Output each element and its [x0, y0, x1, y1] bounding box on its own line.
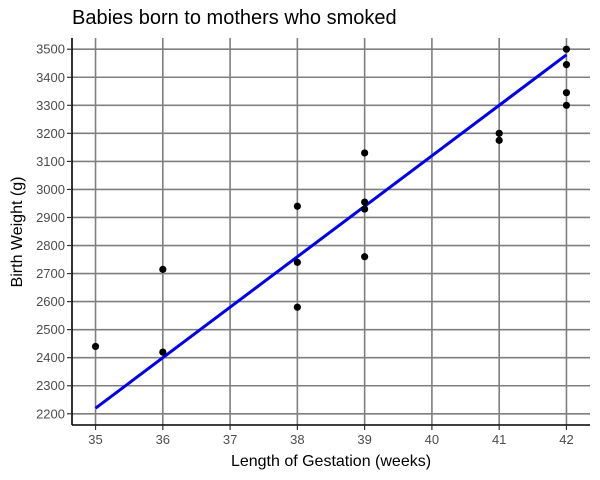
regression-line	[94, 53, 568, 410]
x-tick-label: 35	[88, 432, 102, 447]
data-point	[293, 303, 301, 311]
data-point	[159, 348, 167, 356]
data-point	[361, 198, 369, 206]
x-tick-labels: 35 36 37 38 39 40 41 42	[88, 425, 574, 447]
data-point	[293, 202, 301, 210]
y-tick-label: 2700	[36, 266, 65, 281]
x-tick-label: 42	[559, 432, 573, 447]
data-point	[562, 45, 571, 53]
x-tick-label: 41	[492, 432, 506, 447]
data-point	[495, 136, 503, 144]
axes	[71, 38, 590, 426]
data-point	[361, 253, 369, 261]
y-tick-label: 3100	[36, 154, 65, 169]
data-point	[361, 205, 369, 213]
y-tick-label: 2200	[36, 406, 65, 421]
y-tick-labels: 2200 2300 2400 2500 2600 2700 2800 2900 3000 3100…	[36, 42, 72, 421]
x-tick-label: 40	[425, 432, 439, 447]
data-point	[361, 149, 369, 157]
x-tick-label: 37	[223, 432, 237, 447]
fit-line-group	[94, 53, 568, 410]
y-tick-label: 3500	[36, 42, 65, 57]
data-point	[159, 265, 167, 273]
y-tick-label: 3000	[36, 182, 65, 197]
data-point	[495, 129, 503, 137]
y-tick-label: 2600	[36, 294, 65, 309]
y-tick-label: 3300	[36, 98, 65, 113]
data-point	[562, 61, 571, 69]
y-tick-label: 3200	[36, 126, 65, 141]
y-tick-label: 2500	[36, 322, 65, 337]
x-tick-label: 38	[290, 432, 304, 447]
y-tick-label: 2800	[36, 238, 65, 253]
chart-title: Babies born to mothers who smoked	[72, 7, 397, 29]
y-tick-label: 3400	[36, 70, 65, 85]
y-tick-label: 2300	[36, 378, 65, 393]
data-point	[91, 342, 100, 351]
x-tick-label: 36	[156, 432, 170, 447]
data-points	[91, 45, 571, 356]
x-tick-label: 39	[357, 432, 371, 447]
y-tick-label: 2900	[36, 210, 65, 225]
x-axis-label: Length of Gestation (weeks)	[231, 453, 431, 470]
grid-lines	[72, 38, 590, 425]
data-point	[562, 101, 571, 109]
data-point	[293, 258, 301, 266]
data-point	[562, 89, 571, 97]
y-axis-label: Birth Weight (g)	[9, 177, 26, 288]
y-tick-label: 2400	[36, 350, 65, 365]
